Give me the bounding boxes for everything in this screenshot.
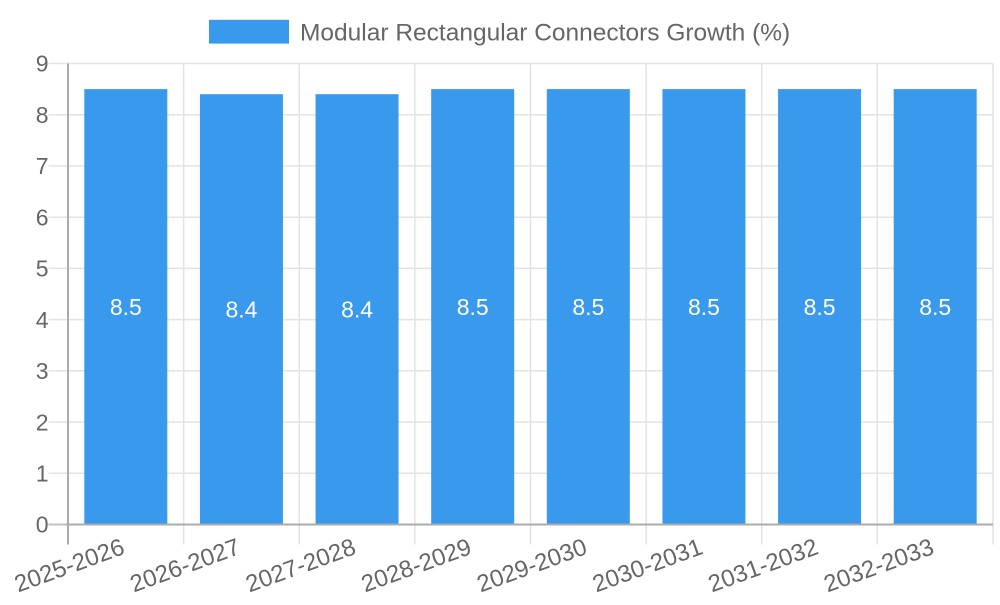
- svg-text:3: 3: [36, 358, 49, 384]
- svg-text:0: 0: [36, 512, 49, 538]
- svg-text:8: 8: [36, 102, 49, 128]
- svg-text:2: 2: [36, 409, 49, 435]
- svg-text:8.4: 8.4: [341, 297, 373, 323]
- svg-text:8.5: 8.5: [919, 294, 951, 320]
- svg-text:5: 5: [36, 256, 49, 282]
- svg-text:8.5: 8.5: [804, 294, 836, 320]
- svg-text:4: 4: [36, 307, 49, 333]
- svg-text:8.5: 8.5: [688, 294, 720, 320]
- svg-text:7: 7: [36, 153, 49, 179]
- svg-text:8.5: 8.5: [457, 294, 489, 320]
- svg-text:6: 6: [36, 204, 49, 230]
- svg-text:9: 9: [36, 51, 49, 77]
- svg-text:8.5: 8.5: [572, 294, 604, 320]
- svg-text:8.4: 8.4: [225, 297, 257, 323]
- svg-text:8.5: 8.5: [110, 294, 142, 320]
- svg-text:1: 1: [36, 461, 49, 487]
- svg-text:Modular Rectangular Connectors: Modular Rectangular Connectors Growth (%…: [300, 19, 790, 46]
